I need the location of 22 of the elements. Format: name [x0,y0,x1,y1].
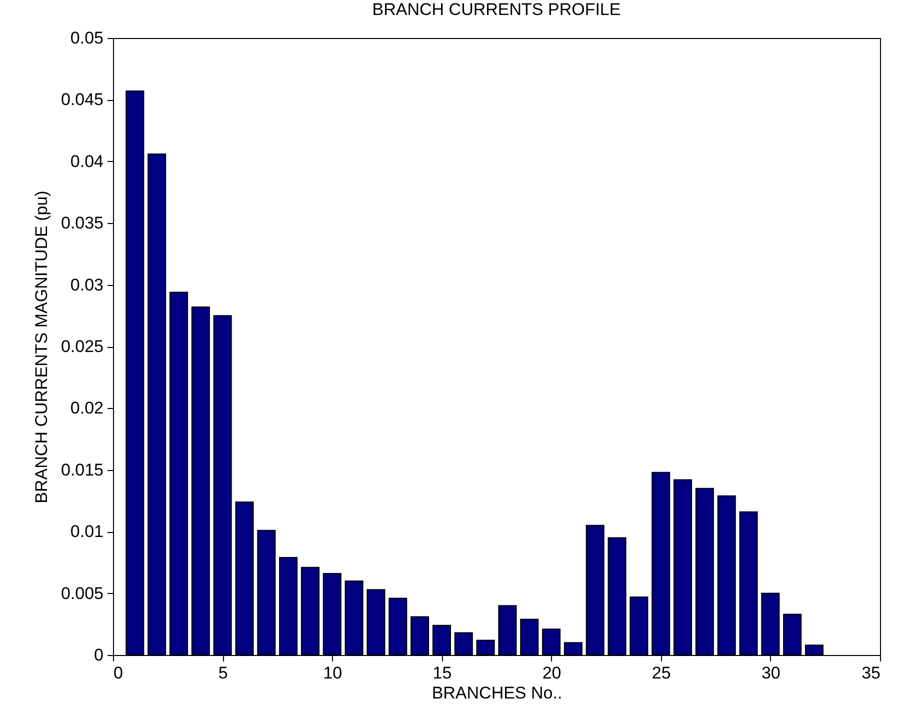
y-tick-label: 0 [94,646,104,664]
x-tick-label: 30 [761,664,780,682]
x-tick-label: 20 [542,664,562,682]
y-tick-label: 0.04 [70,152,104,171]
y-tick-label: 0.005 [60,584,104,603]
x-tick-label: 0 [114,664,123,682]
y-axis-title: BRANCH CURRENTS MAGNITUDE (pu) [32,190,51,504]
y-tick-label: 0.045 [60,90,104,110]
x-tick-label: 35 [862,664,880,682]
y-tick-label: 0.03 [70,275,104,294]
x-tick-label: 10 [323,664,342,682]
y-tick-label: 0.05 [70,28,104,48]
x-axis-title: BRANCHES No.. [432,684,562,702]
y-tick-label: 0.02 [70,398,104,418]
y-tick-label: 0.035 [60,214,104,233]
x-tick-label: 25 [652,664,671,682]
y-tick-label: 0.025 [60,337,104,356]
x-tick-label: 15 [432,664,452,682]
chart-title: BRANCH CURRENTS PROFILE [372,0,621,19]
y-tick-label: 0.01 [70,522,104,542]
y-tick-label: 0.015 [60,460,104,480]
x-tick-label: 5 [218,664,228,682]
